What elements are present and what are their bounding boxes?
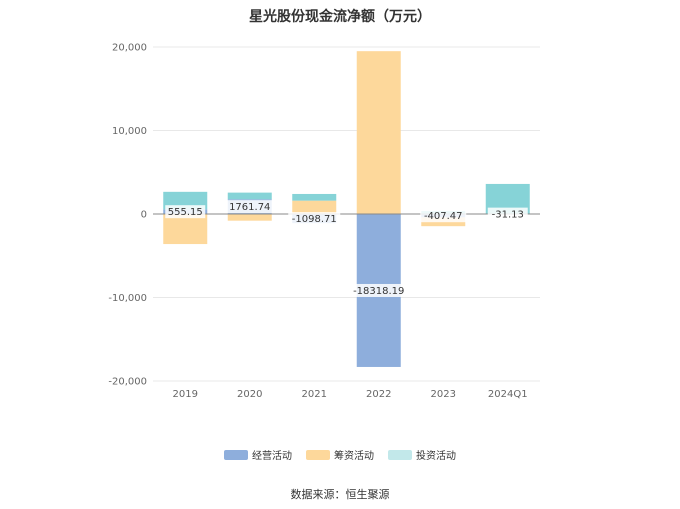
data-label-bg <box>288 212 341 226</box>
data-label-bg <box>165 205 206 219</box>
x-tick-label: 2022 <box>366 389 391 400</box>
data-label: -31.13 <box>492 210 524 221</box>
bar-investing <box>163 191 208 210</box>
x-tick-label: 2019 <box>173 389 198 400</box>
data-label: 555.15 <box>168 207 203 218</box>
bars <box>163 51 530 367</box>
bar-financing <box>356 51 401 214</box>
legend-label: 投资活动 <box>416 451 456 462</box>
x-tick-label: 2020 <box>237 389 262 400</box>
data-label-bg <box>420 209 467 223</box>
legend: 经营活动 筹资活动 投资活动 <box>0 447 680 462</box>
legend-swatch <box>306 449 330 460</box>
legend-item[interactable]: 经营活动 <box>224 447 292 462</box>
data-label: -18318.19 <box>353 286 404 297</box>
legend-item[interactable]: 投资活动 <box>388 447 456 462</box>
legend-swatch <box>388 449 412 460</box>
bar-investing <box>292 193 337 201</box>
y-tick-label: 10,000 <box>112 126 147 137</box>
grid-lines <box>153 46 540 382</box>
legend-label: 筹资活动 <box>334 451 374 462</box>
y-tick-label: -20,000 <box>108 377 147 388</box>
data-label: -407.47 <box>424 211 463 222</box>
data-label: -1098.71 <box>292 214 337 225</box>
source-note: 数据来源：恒生聚源 <box>290 488 390 501</box>
data-label-bg <box>487 207 528 221</box>
x-tick-label: 2023 <box>431 389 456 400</box>
data-labels: 555.15 1761.74 -1098.71 -18318.19 -407.47 -31… <box>165 200 528 297</box>
chart-title: 星光股份现金流净额（万元） <box>249 9 431 25</box>
data-label: 1761.74 <box>229 202 270 213</box>
bar-financing <box>292 200 337 214</box>
bar-financing <box>163 214 208 245</box>
y-tick-label: -10,000 <box>108 293 147 304</box>
x-tick-label: 2021 <box>302 389 327 400</box>
legend-label: 经营活动 <box>252 451 292 462</box>
legend-swatch <box>224 449 248 460</box>
axes: 20,000 10,000 0 -10,000 -20,000 2019 2020 2021 2… <box>108 43 540 400</box>
y-tick-label: 0 <box>141 210 147 221</box>
bar-financing <box>227 214 272 221</box>
legend-item[interactable]: 筹资活动 <box>306 447 374 462</box>
data-label-bg <box>226 200 273 214</box>
data-label-bg <box>349 283 408 297</box>
chart-plot: 20,000 10,000 0 -10,000 -20,000 2019 2020 2021 2… <box>108 43 540 400</box>
y-tick-label: 20,000 <box>112 43 147 54</box>
x-tick-label: 2024Q1 <box>488 389 528 400</box>
bar-investing <box>227 192 272 200</box>
